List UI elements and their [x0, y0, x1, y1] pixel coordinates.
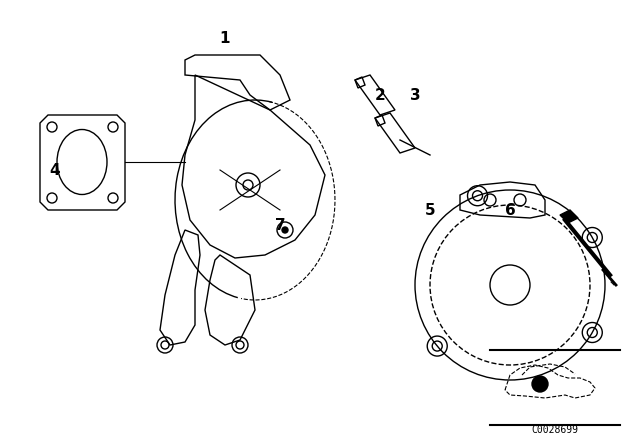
Text: 6: 6 — [504, 202, 515, 217]
Text: 2: 2 — [374, 87, 385, 103]
Text: 3: 3 — [410, 87, 420, 103]
Polygon shape — [560, 210, 578, 223]
Text: 5: 5 — [425, 202, 435, 217]
Text: C0028699: C0028699 — [531, 425, 579, 435]
Text: 1: 1 — [220, 30, 230, 46]
Circle shape — [532, 376, 548, 392]
Text: 4: 4 — [50, 163, 60, 177]
Circle shape — [282, 227, 288, 233]
Text: 7: 7 — [275, 217, 285, 233]
